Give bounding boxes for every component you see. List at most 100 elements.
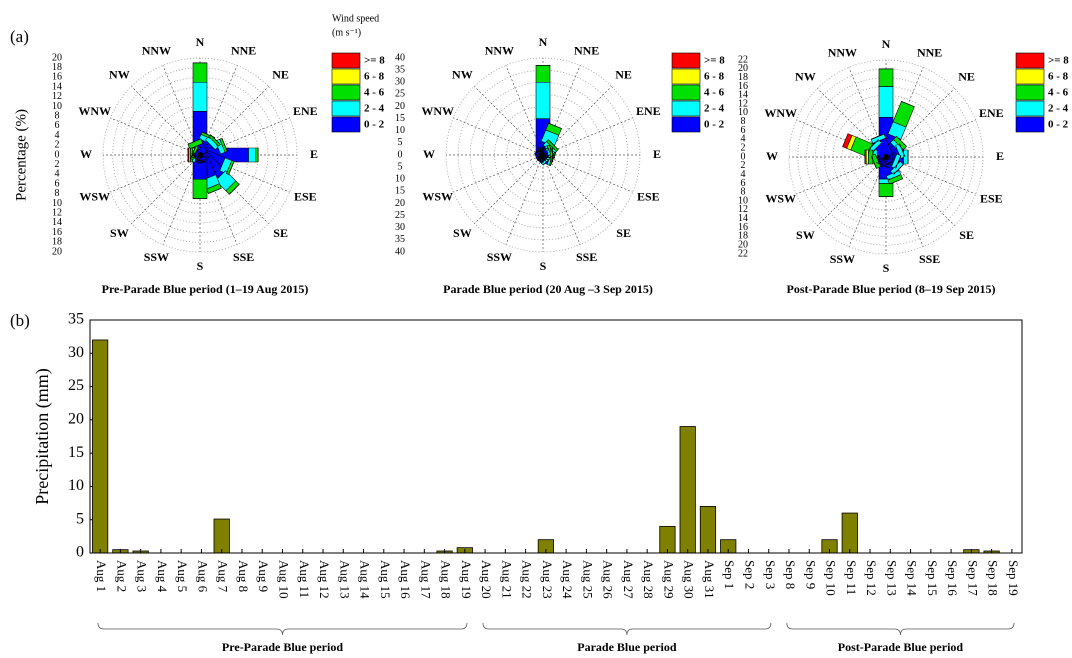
wind-bar — [865, 149, 869, 165]
legend-swatch — [671, 84, 701, 101]
r-tick-label: 10 — [738, 107, 748, 118]
wind-bar — [536, 151, 547, 162]
r-tick-label: 10 — [738, 195, 748, 206]
r-tick-label: 5 — [398, 161, 403, 172]
r-tick-label: 16 — [52, 72, 62, 83]
group-label: Post-Parade Blue period — [838, 640, 964, 654]
legend-swatch — [331, 52, 361, 69]
x-tick-label: Aug 30 — [682, 560, 697, 599]
wind-bar — [535, 154, 549, 161]
wind-bar — [893, 164, 904, 175]
x-tick-label: Aug 7 — [216, 560, 231, 593]
r-tick-label: 16 — [738, 81, 748, 92]
wind-bar — [229, 184, 240, 195]
group-label: Parade Blue period — [577, 640, 677, 654]
r-tick-label: 14 — [738, 90, 748, 101]
r-tick-label: 8 — [741, 116, 746, 127]
spoke — [474, 154, 544, 224]
legend-swatch — [1015, 52, 1045, 69]
legend-label: >= 8 — [1048, 55, 1069, 67]
legend-swatch — [671, 100, 701, 117]
direction-label: NNE — [917, 45, 942, 59]
bar — [841, 512, 858, 554]
x-tick-label: Aug 17 — [418, 560, 433, 599]
x-tick-label: Sep 13 — [884, 560, 899, 596]
r-tick-label: 40 — [395, 52, 405, 63]
legend-swatch — [671, 116, 701, 133]
x-tick-label: Sep 18 — [986, 560, 1001, 596]
direction-label: WSW — [765, 192, 796, 206]
y-axis-label: Percentage (%) — [13, 109, 29, 201]
direction-label: NNE — [574, 43, 599, 57]
r-tick-label: 40 — [395, 246, 405, 257]
legend-swatch — [1015, 116, 1045, 133]
x-tick-label: Sep 11 — [844, 560, 859, 595]
wind-bar — [877, 154, 889, 166]
direction-label: WNW — [764, 106, 797, 120]
group-brace — [97, 622, 468, 636]
x-tick-label: Sep 1 — [722, 560, 737, 589]
legend-swatch — [1015, 84, 1045, 101]
wind-bar — [228, 161, 235, 175]
panel-label: (a) — [10, 27, 29, 46]
wind-bar — [901, 101, 915, 107]
direction-label: SW — [453, 226, 472, 240]
r-tick-label: 14 — [52, 217, 62, 228]
x-tick-label: Aug 10 — [276, 560, 291, 599]
direction-label: W — [766, 149, 778, 163]
wind-bar — [537, 147, 544, 161]
y-tick-label: 30 — [68, 344, 84, 361]
direction-label: NE — [272, 68, 289, 82]
x-tick-label: Aug 11 — [297, 560, 312, 598]
r-tick-label: 25 — [395, 89, 405, 100]
r-tick-label: 15 — [395, 186, 405, 197]
x-tick-label: Aug 29 — [661, 560, 676, 599]
wind-bar — [550, 152, 557, 166]
r-tick-label: 30 — [395, 222, 405, 233]
direction-label: SE — [959, 228, 974, 242]
direction-label: N — [539, 35, 548, 49]
direction-label: N — [196, 35, 205, 49]
x-tick-label: Aug 31 — [702, 560, 717, 599]
x-tick-label: Aug 3 — [135, 560, 150, 592]
wind-bar — [187, 138, 202, 145]
x-tick-label: Sep 2 — [742, 560, 757, 589]
spoke — [542, 154, 612, 224]
rose-title: Parade Blue period (20 Aug –3 Sep 2015) — [443, 282, 653, 296]
wind-bar — [210, 134, 221, 145]
wind-bar — [870, 155, 877, 169]
direction-label: SW — [110, 226, 129, 240]
direction-label: SW — [796, 228, 815, 242]
x-tick-label: Aug 25 — [580, 560, 595, 599]
x-tick-label: Aug 14 — [358, 560, 373, 599]
wind-bar — [889, 178, 903, 185]
x-tick-label: Aug 9 — [256, 560, 271, 592]
x-tick-label: Sep 3 — [763, 560, 778, 589]
direction-label: WNW — [421, 104, 454, 118]
wind-bar — [870, 133, 885, 140]
wind-bar — [192, 62, 208, 83]
x-tick-label: Sep 17 — [965, 560, 980, 596]
r-tick-label: 22 — [738, 54, 748, 65]
bar — [92, 339, 109, 554]
y-tick-label: 10 — [68, 477, 84, 494]
wind-bar — [537, 154, 551, 161]
direction-label: E — [996, 149, 1004, 163]
legend-label: >= 8 — [364, 55, 385, 67]
x-tick-label: Aug 4 — [155, 560, 170, 593]
wind-bar — [535, 64, 551, 83]
x-tick-label: Aug 20 — [479, 560, 494, 599]
x-tick-label: Aug 2 — [114, 560, 129, 592]
spoke — [542, 154, 633, 193]
y-axis-label: Precipitation (mm) — [32, 368, 53, 504]
x-tick-label: Aug 26 — [601, 560, 616, 599]
r-tick-label: 0 — [55, 149, 60, 160]
r-tick-label: 14 — [52, 81, 62, 92]
direction-label: NW — [795, 70, 816, 84]
x-tick-label: Aug 13 — [337, 560, 352, 599]
direction-label: ESE — [637, 190, 660, 204]
x-tick-label: Sep 14 — [905, 560, 920, 596]
wind-bar — [190, 145, 197, 159]
x-tick-label: Aug 24 — [560, 560, 575, 599]
x-tick-label: Sep 10 — [824, 560, 839, 596]
